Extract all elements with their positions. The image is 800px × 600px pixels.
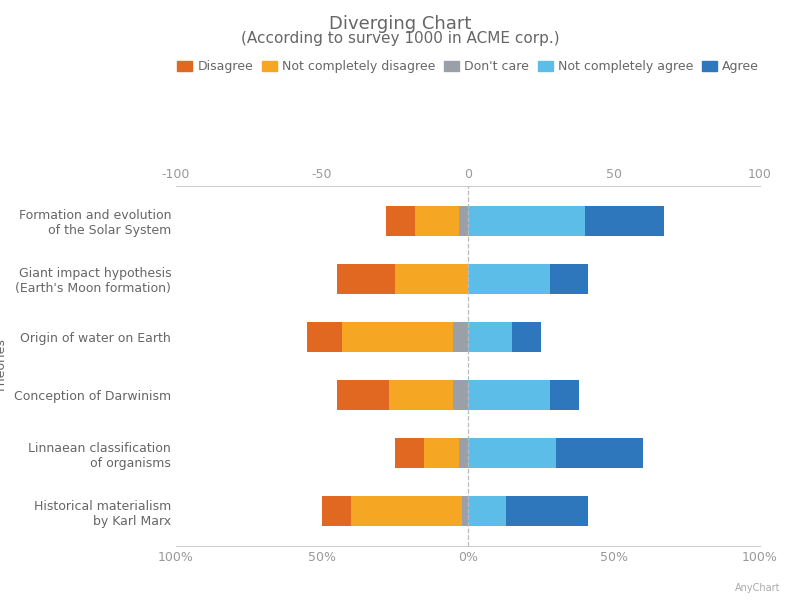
Bar — [468, 206, 585, 236]
Bar — [468, 264, 550, 294]
Bar — [337, 380, 389, 410]
Bar — [454, 322, 468, 352]
Bar — [468, 496, 506, 526]
Bar — [454, 380, 468, 410]
Bar — [395, 438, 424, 468]
Bar — [395, 264, 468, 294]
Bar — [468, 322, 512, 352]
Bar — [468, 438, 555, 468]
Y-axis label: Theories: Theories — [0, 339, 9, 393]
Bar — [386, 206, 415, 236]
Bar — [424, 438, 459, 468]
Bar — [307, 322, 342, 352]
Bar — [468, 380, 550, 410]
Bar — [342, 322, 454, 352]
Text: Diverging Chart: Diverging Chart — [329, 15, 471, 33]
Bar — [585, 206, 664, 236]
Bar — [550, 380, 579, 410]
Bar — [351, 496, 462, 526]
Text: AnyChart: AnyChart — [734, 583, 780, 593]
Bar — [506, 496, 588, 526]
Bar — [512, 322, 541, 352]
Text: (According to survey 1000 in ACME corp.): (According to survey 1000 in ACME corp.) — [241, 31, 559, 46]
Bar — [415, 206, 459, 236]
Bar — [322, 496, 351, 526]
Legend: Disagree, Not completely disagree, Don't care, Not completely agree, Agree: Disagree, Not completely disagree, Don't… — [172, 55, 764, 79]
Bar — [459, 438, 468, 468]
Bar — [337, 264, 395, 294]
Bar — [462, 496, 468, 526]
Bar — [389, 380, 454, 410]
Bar — [550, 264, 588, 294]
Bar — [555, 438, 643, 468]
Bar — [459, 206, 468, 236]
